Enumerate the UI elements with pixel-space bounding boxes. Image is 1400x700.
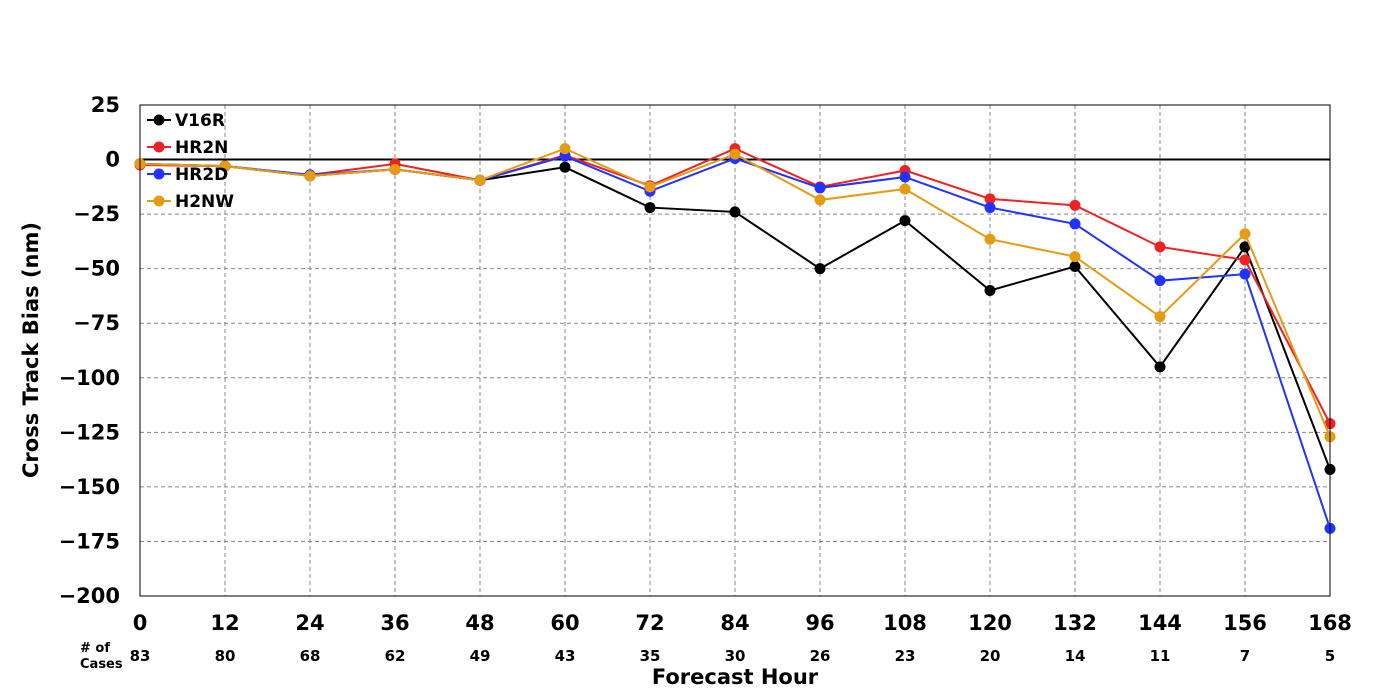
x-tick-label: 108 [883,611,927,635]
legend: V16R HR2N HR2D H2NW [147,111,234,212]
x-tick-label: 72 [635,611,664,635]
x-tick-label: 96 [805,611,834,635]
case-count: 23 [895,647,916,665]
y-tick-label: −100 [59,366,120,390]
data-point-hr2n [1239,254,1251,266]
x-tick-label: 36 [380,611,409,635]
cases-title-line1: # of [80,641,110,656]
data-point-hr2d [899,171,911,183]
data-point-v16r [1239,241,1251,253]
case-count: 49 [470,647,491,665]
y-tick-label: −200 [59,584,120,608]
legend-item-v16r: V16R [147,111,225,131]
x-tick-label: 48 [465,611,494,635]
data-point-hr2d [1239,268,1251,280]
data-point-v16r [644,202,656,214]
data-point-h2nw [984,233,996,245]
data-point-v16r [984,284,996,296]
x-tick-labels: 0 12 24 36 48 60 72 84 96 108 120 132 144 156 168 [133,611,1352,635]
x-tick-label: 12 [210,611,239,635]
series-h2nw [134,143,1336,443]
legend-marker [153,195,165,207]
y-tick-label: −125 [59,420,120,444]
x-tick-label: 24 [295,611,324,635]
data-point-h2nw [899,183,911,195]
data-point-hr2d [1154,275,1166,287]
cases-row: # of Cases 83 80 68 62 49 43 35 30 26 23 20 14 11 7 5 [80,641,1335,672]
data-point-h2nw [814,194,826,206]
y-tick-labels: 25 0 −25 −50 −75 −100 −125 −150 −175 −200 [59,93,120,608]
y-tick-label: −75 [73,311,120,335]
legend-marker [153,141,165,153]
case-count: 7 [1240,647,1250,665]
legend-label: HR2N [175,138,228,158]
y-tick-label: 25 [91,93,120,117]
data-point-hr2d [559,150,571,162]
x-tick-label: 168 [1308,611,1352,635]
data-point-v16r [1069,260,1081,272]
legend-marker [153,114,165,126]
legend-label: V16R [175,111,225,131]
data-point-v16r [899,215,911,227]
case-count: 14 [1065,647,1086,665]
x-tick-label: 156 [1223,611,1267,635]
x-tick-label: 84 [720,611,749,635]
case-count: 26 [810,647,831,665]
legend-item-hr2d: HR2D [147,165,228,185]
case-count: 20 [980,647,1001,665]
data-point-h2nw [219,160,231,172]
data-point-h2nw [304,170,316,182]
data-point-hr2d [1069,218,1081,230]
case-count: 80 [215,647,236,665]
data-point-h2nw [1154,311,1166,323]
data-point-v16r [729,206,741,218]
legend-label: HR2D [175,165,228,185]
data-point-hr2n [984,193,996,205]
case-count: 30 [725,647,746,665]
grid-lines [140,105,1330,596]
legend-item-hr2n: HR2N [147,138,228,158]
case-count: 83 [130,647,151,665]
data-point-h2nw [389,163,401,175]
case-count: 35 [640,647,661,665]
y-tick-label: −50 [73,257,120,281]
x-axis-title: Forecast Hour [652,665,819,689]
legend-marker [153,168,165,180]
legend-label: H2NW [175,192,234,212]
y-axis-title: Cross Track Bias (nm) [19,222,43,478]
case-count: 11 [1150,647,1171,665]
case-count: 5 [1325,647,1335,665]
case-count: 68 [300,647,321,665]
data-point-h2nw [1239,228,1251,240]
y-tick-label: −25 [73,202,120,226]
x-tick-label: 0 [133,611,148,635]
y-tick-label: −175 [59,529,120,553]
plot-frame [139,104,1331,597]
case-count: 43 [555,647,576,665]
data-point-v16r [1154,361,1166,373]
data-point-v16r [559,161,571,173]
data-point-h2nw [1069,251,1081,263]
legend-item-h2nw: H2NW [147,192,234,212]
data-point-hr2n [1154,241,1166,253]
data-point-hr2d [814,182,826,194]
x-tick-label: 60 [550,611,579,635]
x-tick-label: 120 [968,611,1012,635]
data-point-h2nw [559,143,571,155]
case-count: 62 [385,647,406,665]
data-point-v16r [814,263,826,275]
y-tick-label: 0 [105,148,120,172]
x-tick-label: 132 [1053,611,1097,635]
y-tick-label: −150 [59,475,120,499]
cases-title-line2: Cases [80,657,123,672]
data-point-h2nw [729,148,741,160]
data-point-hr2n [1069,199,1081,211]
data-point-h2nw [474,174,486,186]
data-point-hr2d [984,202,996,214]
data-point-h2nw [644,181,656,193]
x-tick-label: 144 [1138,611,1182,635]
